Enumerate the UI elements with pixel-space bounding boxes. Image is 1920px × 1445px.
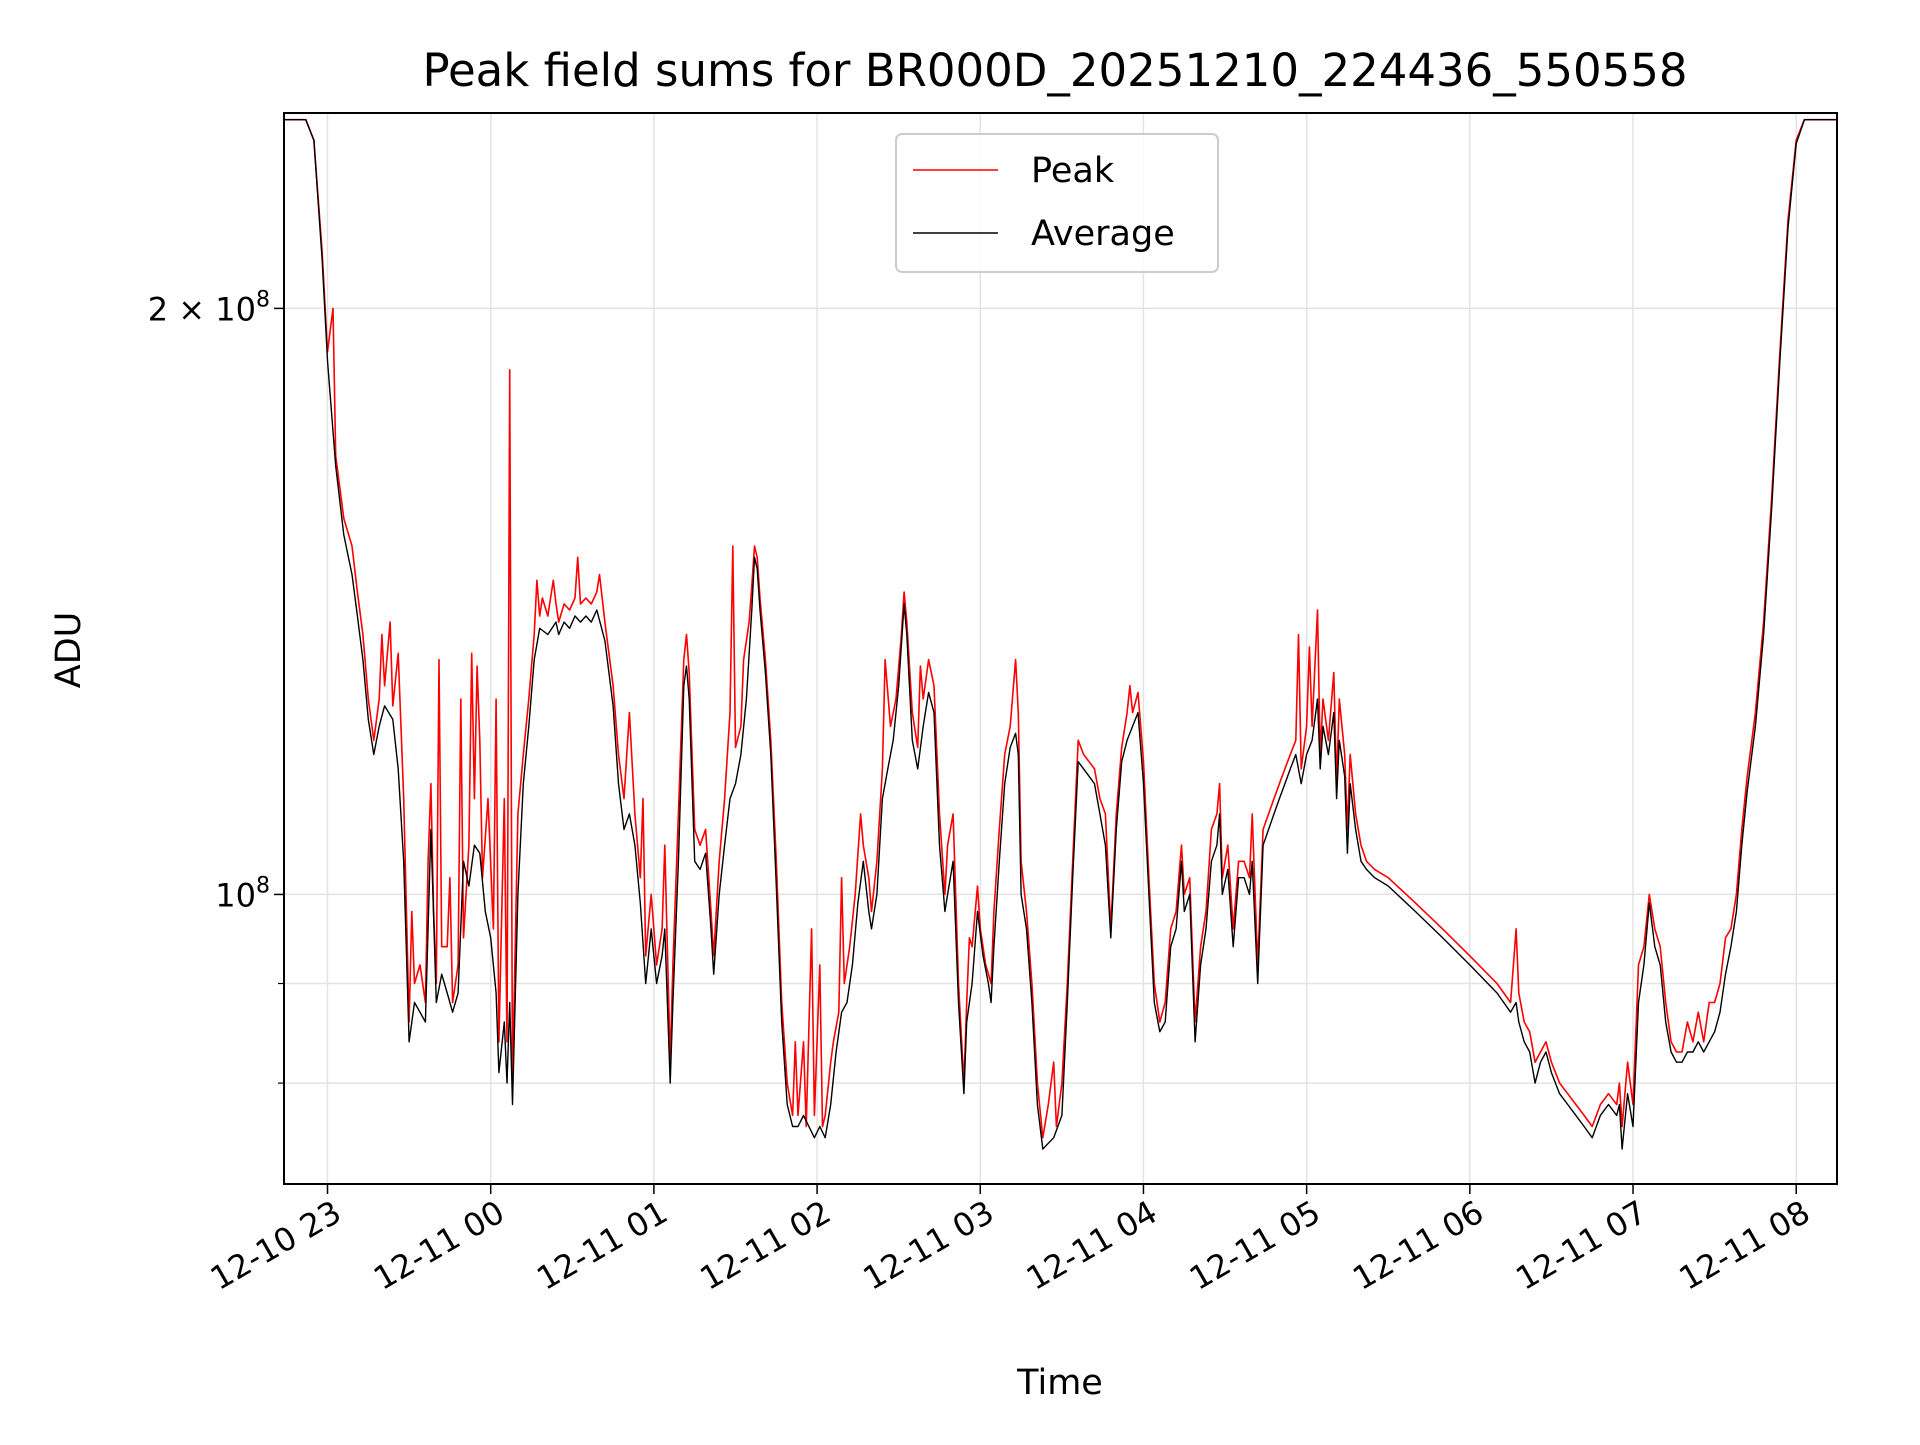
y-tick-label: 108 <box>215 873 270 914</box>
y-tick-label: 2 × 108 <box>148 287 270 328</box>
series-layer <box>284 118 1837 1150</box>
series-line-peak <box>284 118 1837 1139</box>
y-axis-label: ADU <box>49 612 89 689</box>
legend-label-peak: Peak <box>1031 151 1115 191</box>
legend-label-average: Average <box>1031 214 1175 254</box>
y-tick-label-base: 2 × 10 <box>148 290 256 328</box>
legend: Peak Average <box>895 133 1219 273</box>
plot-frame <box>283 112 1838 1185</box>
grid-layer <box>284 113 1837 1184</box>
chart-title: Peak field sums for BR000D_20251210_2244… <box>422 44 1687 97</box>
y-tick-label-base: 10 <box>215 876 256 914</box>
series-line-average <box>284 119 1837 1150</box>
x-axis-label: Time <box>1016 1363 1103 1403</box>
y-tick-label-exponent: 8 <box>256 873 270 898</box>
y-tick-label-exponent: 8 <box>256 287 270 312</box>
legend-box <box>895 133 1219 273</box>
